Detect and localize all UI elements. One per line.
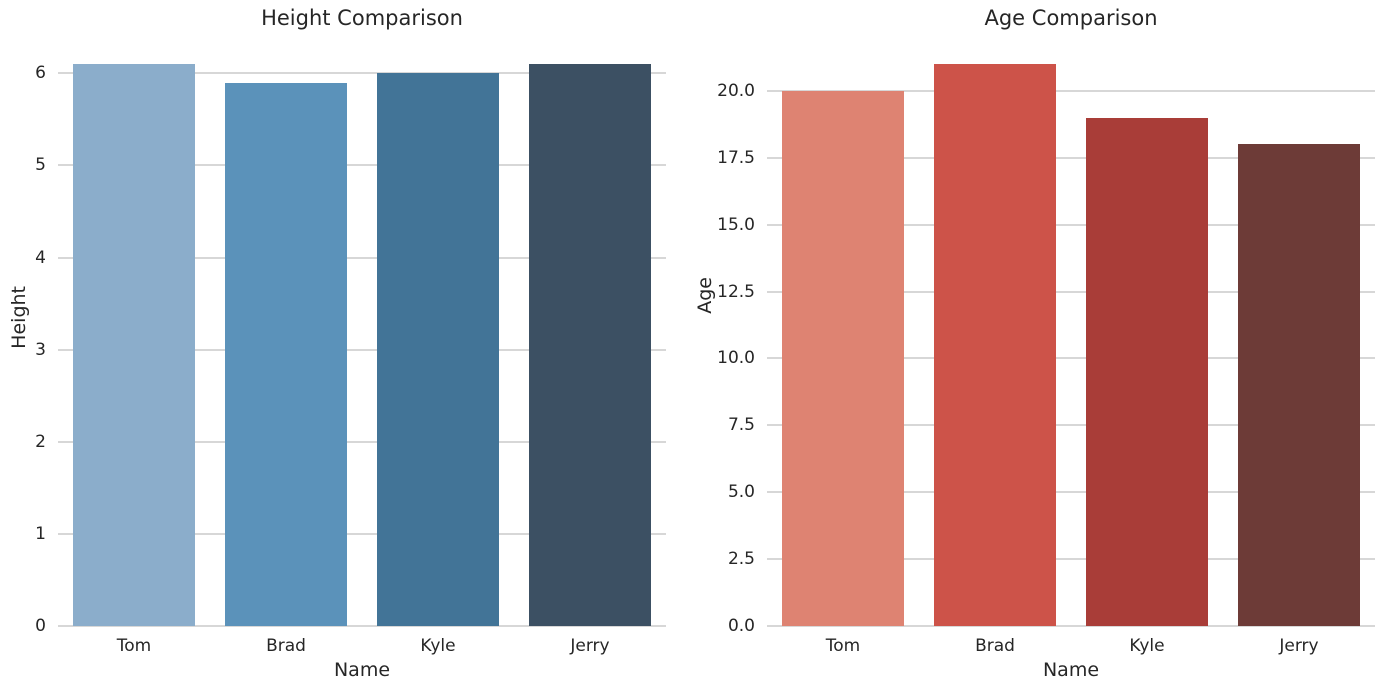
gridline: [767, 290, 1375, 293]
y-tick-label: 0.0: [727, 616, 755, 636]
gridline: [58, 625, 666, 627]
x-tick-label: Jerry: [570, 636, 610, 656]
y-tick-label: 5.0: [727, 482, 755, 503]
gridline: [767, 625, 1375, 627]
bar-jerry: [1238, 144, 1360, 626]
x-tick-label: Kyle: [420, 636, 456, 656]
x-tick-label: Tom: [116, 636, 152, 656]
y-tick-label: 0: [35, 616, 46, 636]
bar-tom: [73, 64, 195, 626]
bar-brad: [934, 64, 1056, 626]
x-axis-label: Name: [1042, 659, 1100, 681]
y-tick-label: 5: [35, 155, 46, 176]
gridline: [767, 424, 1375, 427]
gridline: [767, 558, 1375, 561]
chart-title: Height Comparison: [261, 6, 463, 30]
gridline: [767, 89, 1375, 92]
y-tick-label: 15.0: [717, 214, 755, 235]
bar-jerry: [529, 64, 651, 626]
chart-title: Age Comparison: [984, 6, 1158, 30]
x-axis-label: Name: [333, 659, 391, 681]
y-tick-label: 1: [35, 523, 46, 544]
x-tick-label: Brad: [266, 636, 306, 656]
x-tick-label: Brad: [975, 636, 1015, 656]
gridline: [58, 348, 666, 351]
gridline: [767, 491, 1375, 494]
gridline: [58, 532, 666, 535]
gridline: [58, 440, 666, 443]
gridline: [767, 156, 1375, 159]
x-tick-label: Tom: [825, 636, 861, 656]
gridline: [767, 357, 1375, 360]
gridline: [58, 164, 666, 167]
y-tick-label: 3: [35, 339, 46, 360]
y-tick-label: 10.0: [717, 348, 755, 369]
bar-kyle: [1086, 117, 1208, 626]
y-tick-label: 17.5: [717, 147, 755, 168]
y-tick-label: 2: [35, 431, 46, 452]
y-tick-label: 7.5: [727, 415, 755, 436]
y-tick-label: 4: [35, 247, 46, 268]
gridline: [58, 72, 666, 75]
y-tick-label: 20.0: [717, 80, 755, 101]
y-tick-label: 6: [35, 63, 46, 84]
gridline: [767, 223, 1375, 226]
y-tick-label: 12.5: [717, 281, 755, 302]
bar-tom: [782, 90, 904, 626]
bar-kyle: [377, 73, 499, 626]
gridline: [58, 256, 666, 259]
x-tick-label: Kyle: [1129, 636, 1165, 656]
y-tick-label: 2.5: [727, 549, 755, 570]
bar-brad: [225, 82, 347, 626]
x-tick-label: Jerry: [1279, 636, 1319, 656]
